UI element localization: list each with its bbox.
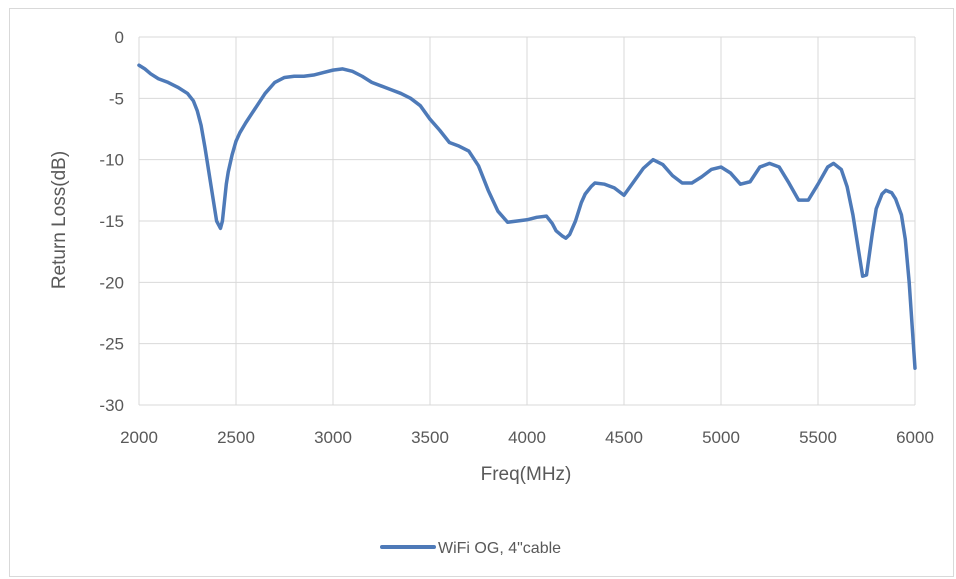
x-tick-label: 3000: [314, 428, 352, 447]
chart-frame: [9, 8, 954, 577]
x-tick-label: 2500: [217, 428, 255, 447]
x-tick-label: 3500: [411, 428, 449, 447]
y-tick-labels: 0 -5 -10 -15 -20 -25 -30: [99, 28, 124, 415]
y-tick-label: -30: [99, 396, 124, 415]
x-axis-title: Freq(MHz): [481, 464, 572, 485]
x-tick-label: 2000: [120, 428, 158, 447]
series-line: [137, 63, 917, 370]
x-tick-label: 4500: [605, 428, 643, 447]
y-tick-label: -5: [109, 89, 124, 108]
x-tick-label: 4000: [508, 428, 546, 447]
series-lines: [137, 63, 917, 370]
y-tick-label: -20: [99, 273, 124, 292]
x-tick-label: 5000: [702, 428, 740, 447]
y-tick-label: 0: [115, 28, 124, 47]
y-tick-label: -25: [99, 335, 124, 354]
legend: WiFi OG, 4"cable: [380, 540, 561, 557]
legend-label: WiFi OG, 4"cable: [438, 540, 561, 557]
gridlines: [138, 36, 916, 406]
x-tick-label: 6000: [896, 428, 934, 447]
y-tick-label: -15: [99, 212, 124, 231]
y-tick-label: -10: [99, 151, 124, 170]
y-axis-title: Return Loss(dB): [49, 151, 70, 289]
x-tick-label: 5500: [799, 428, 837, 447]
x-tick-labels: 2000 2500 3000 3500 4000 4500 5000 5500 6000: [120, 428, 934, 447]
